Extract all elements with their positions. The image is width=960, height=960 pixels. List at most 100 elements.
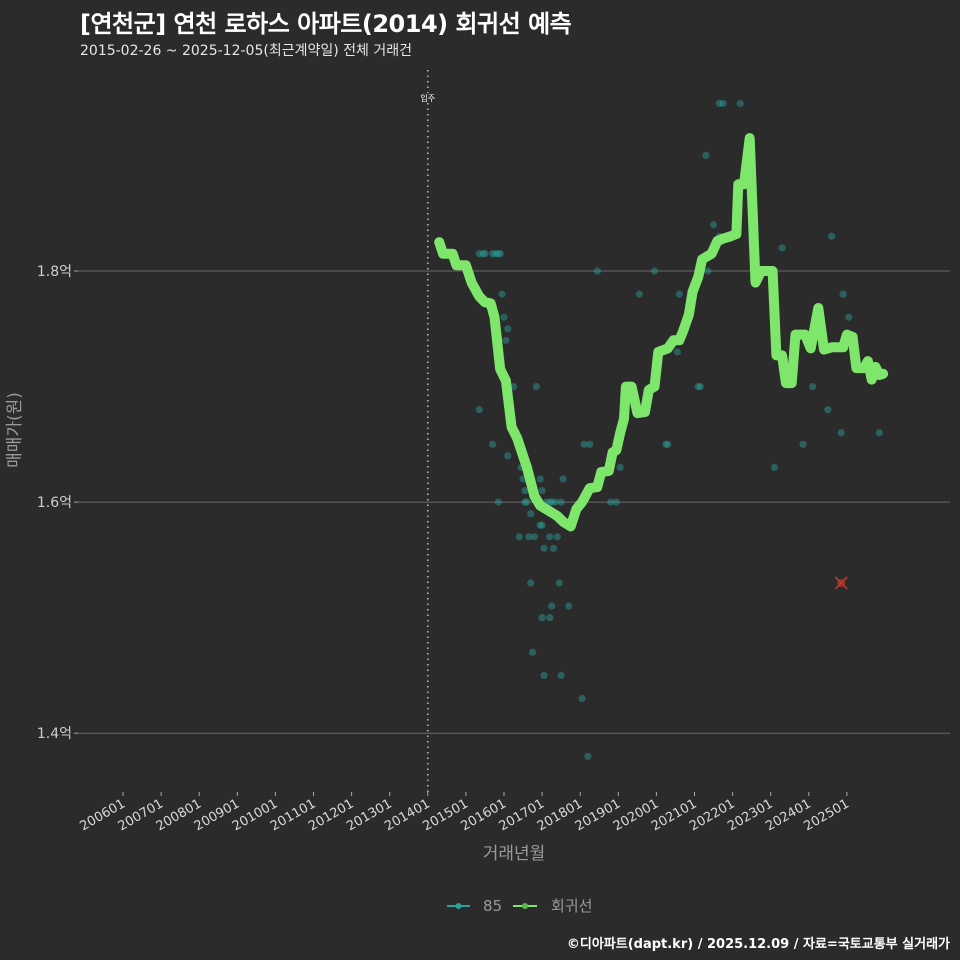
scatter-point bbox=[540, 671, 548, 680]
scatter-point bbox=[559, 475, 567, 483]
legend-swatch-85-icon bbox=[455, 903, 462, 909]
scatter-point bbox=[549, 544, 558, 552]
scatter-point bbox=[475, 250, 483, 258]
scatter-point bbox=[527, 579, 535, 587]
scatter-point bbox=[635, 290, 643, 298]
scatter-point bbox=[586, 440, 594, 448]
scatter-point bbox=[551, 498, 560, 506]
scatter-point bbox=[557, 498, 565, 506]
scatter-point bbox=[523, 498, 531, 506]
legend-item-85[interactable]: 85 bbox=[447, 897, 502, 915]
scatter-point bbox=[607, 498, 615, 506]
scatter-point bbox=[875, 429, 883, 437]
scatter-point bbox=[500, 313, 508, 321]
scatter-point bbox=[504, 452, 512, 460]
scatter-point bbox=[515, 533, 523, 541]
scatter-point bbox=[837, 429, 845, 437]
scatter-point bbox=[527, 510, 535, 518]
scatter-point bbox=[565, 602, 573, 610]
x-axis-ticks: 2006012007012008012009012010012011012012… bbox=[78, 792, 852, 834]
scatter-point bbox=[498, 290, 506, 298]
scatter-point bbox=[828, 232, 836, 240]
scatter-point bbox=[770, 463, 779, 472]
scatter-point bbox=[488, 440, 497, 448]
scatter-point bbox=[736, 99, 744, 108]
scatter-point bbox=[799, 440, 807, 448]
scatter-point bbox=[481, 250, 489, 258]
move-in-label: 입주 bbox=[420, 94, 435, 103]
scatter-point bbox=[540, 544, 548, 552]
scatter-point bbox=[673, 348, 681, 356]
scatter-point bbox=[584, 752, 592, 760]
legend-label-85: 85 bbox=[483, 897, 502, 915]
scatter-point bbox=[536, 521, 544, 529]
chart-subtitle: 2015-02-26 ~ 2025-12-05(최근계약일) 전체 거래건 bbox=[80, 43, 412, 59]
scatter-point bbox=[538, 614, 546, 622]
scatter-point bbox=[504, 325, 512, 333]
scatter-point bbox=[502, 336, 510, 344]
scatter-point bbox=[494, 498, 502, 506]
scatter-point bbox=[546, 533, 554, 541]
x-axis-title: 거래년월 bbox=[483, 844, 546, 864]
scatter-point bbox=[664, 440, 672, 448]
scatter-point bbox=[845, 313, 853, 321]
scatter-point bbox=[538, 486, 546, 495]
scatter-point bbox=[824, 406, 832, 414]
scatter-point bbox=[494, 250, 502, 258]
scatter-point bbox=[612, 498, 620, 506]
scatter-point bbox=[650, 267, 659, 275]
scatter-point bbox=[521, 498, 529, 506]
scatter-point bbox=[704, 267, 712, 275]
y-tick-label: 1.8억 bbox=[37, 264, 72, 280]
chart-title: [연천군] 연천 로하스 아파트(2014) 회귀선 예측 bbox=[80, 10, 572, 38]
legend-label-regression: 회귀선 bbox=[551, 897, 592, 915]
scatter-point bbox=[675, 290, 683, 298]
scatter-point bbox=[778, 244, 786, 252]
scatter-point bbox=[702, 151, 710, 160]
scatter-point bbox=[696, 382, 704, 391]
scatter-point bbox=[488, 250, 497, 258]
scatter-point bbox=[809, 382, 817, 391]
scatter-point bbox=[580, 440, 588, 448]
legend: 85 회귀선 bbox=[447, 897, 592, 915]
scatter-point bbox=[557, 671, 565, 680]
scatter-point bbox=[662, 440, 670, 448]
regression-path bbox=[434, 133, 889, 532]
scatter-point bbox=[528, 648, 537, 656]
scatter-point bbox=[715, 99, 723, 108]
scatter-point bbox=[538, 521, 546, 529]
scatter-point bbox=[532, 382, 540, 391]
scatter-point bbox=[479, 250, 487, 258]
scatter-point bbox=[521, 486, 529, 495]
gridlines bbox=[78, 270, 950, 734]
y-tick-label: 1.6억 bbox=[37, 495, 72, 511]
move-in-annotation: 입주 bbox=[420, 70, 435, 795]
source-caption: ©디아파트(dapt.kr) / 2025.12.09 / 자료=국토교통부 실… bbox=[566, 937, 950, 952]
scatter-point bbox=[694, 382, 702, 391]
y-axis-ticks: 1.8억 1.6억 1.4억 bbox=[37, 264, 78, 742]
y-tick-label: 1.4억 bbox=[37, 726, 72, 742]
scatter-point bbox=[530, 533, 539, 541]
scatter-point bbox=[492, 250, 500, 258]
scatter-point bbox=[475, 406, 483, 414]
scatter-point bbox=[548, 602, 556, 610]
scatter-point bbox=[548, 498, 556, 506]
y-axis-title: 매매가(원) bbox=[5, 392, 25, 468]
scatter-point bbox=[578, 694, 586, 703]
scatter-point bbox=[525, 533, 533, 541]
outlier-x-icon bbox=[834, 576, 848, 590]
scatter-point bbox=[553, 533, 561, 541]
legend-item-regression[interactable]: 회귀선 bbox=[513, 897, 592, 915]
scatter-point bbox=[496, 250, 504, 258]
scatter-point bbox=[555, 579, 563, 587]
scatter-point bbox=[616, 463, 624, 472]
scatter-points-85 bbox=[475, 99, 883, 760]
scatter-point bbox=[546, 614, 554, 622]
outlier-marker bbox=[834, 576, 848, 590]
scatter-point bbox=[536, 475, 544, 483]
regression-line bbox=[434, 133, 889, 532]
scatter-point bbox=[593, 267, 601, 275]
scatter-point bbox=[839, 290, 847, 298]
scatter-point bbox=[709, 221, 718, 229]
